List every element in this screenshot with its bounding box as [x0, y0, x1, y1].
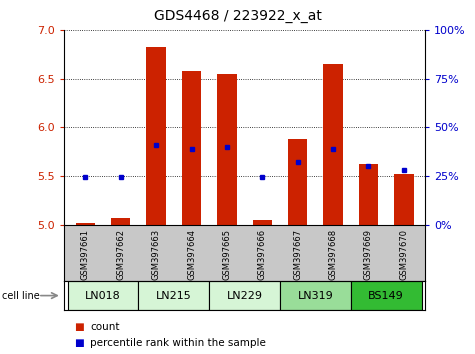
Bar: [209, 281, 280, 310]
Bar: [288, 139, 307, 225]
Text: GSM397665: GSM397665: [222, 229, 231, 280]
Bar: [359, 164, 378, 225]
Bar: [394, 174, 414, 225]
Text: cell line: cell line: [2, 291, 40, 301]
Bar: [146, 47, 166, 225]
Text: GSM397666: GSM397666: [258, 229, 267, 280]
Bar: [182, 71, 201, 225]
Bar: [351, 281, 422, 310]
Bar: [323, 64, 343, 225]
Bar: [76, 223, 95, 225]
Bar: [280, 281, 351, 310]
Bar: [253, 220, 272, 225]
Text: GSM397662: GSM397662: [116, 229, 125, 280]
Text: GSM397664: GSM397664: [187, 229, 196, 280]
Text: LN229: LN229: [227, 291, 263, 301]
Text: LN319: LN319: [297, 291, 333, 301]
Text: GDS4468 / 223922_x_at: GDS4468 / 223922_x_at: [153, 9, 322, 23]
Bar: [67, 281, 138, 310]
Text: LN215: LN215: [156, 291, 192, 301]
Text: GSM397668: GSM397668: [329, 229, 338, 280]
Text: GSM397667: GSM397667: [293, 229, 302, 280]
Text: BS149: BS149: [368, 291, 404, 301]
Bar: [111, 218, 131, 225]
Text: GSM397663: GSM397663: [152, 229, 161, 280]
Text: LN018: LN018: [85, 291, 121, 301]
Bar: [138, 281, 209, 310]
Text: GSM397670: GSM397670: [399, 229, 408, 280]
Text: percentile rank within the sample: percentile rank within the sample: [90, 338, 266, 348]
Text: GSM397669: GSM397669: [364, 229, 373, 280]
Text: GSM397661: GSM397661: [81, 229, 90, 280]
Text: ■: ■: [74, 322, 84, 332]
Text: count: count: [90, 322, 120, 332]
Text: ■: ■: [74, 338, 84, 348]
Bar: [217, 74, 237, 225]
